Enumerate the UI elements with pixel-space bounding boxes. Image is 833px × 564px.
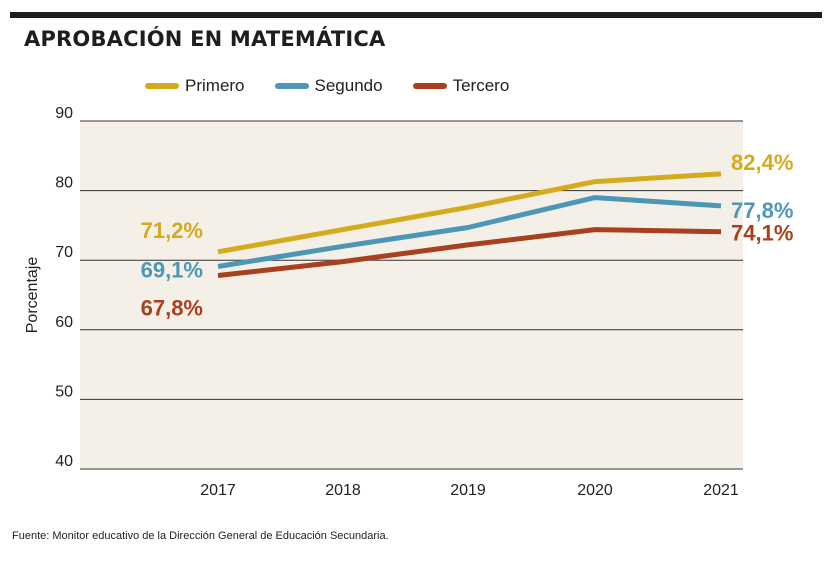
y-tick-label-40: 40 [55,453,73,470]
legend-item-segundo: Segundo [274,76,383,96]
y-axis-label: Porcentaje [24,257,41,334]
top-rule [10,12,822,18]
legend: Primero Segundo Tercero [145,76,539,96]
legend-swatch-primero [145,83,179,89]
end-label-segundo: 77,8% [731,198,793,223]
chart-title: APROBACIÓN EN MATEMÁTICA [24,27,386,51]
y-tick-label-60: 60 [55,314,73,331]
legend-label-primero: Primero [185,76,245,95]
start-label-primero: 71,2% [141,218,203,243]
y-tick-label-80: 80 [55,175,73,192]
legend-item-tercero: Tercero [412,76,510,96]
end-label-primero: 82,4% [731,150,793,175]
x-tick-label-2021: 2021 [703,482,739,499]
source-note: Fuente: Monitor educativo de la Direcció… [12,530,389,542]
x-tick-label-2019: 2019 [450,482,486,499]
legend-swatch-tercero [412,83,447,89]
legend-swatch-segundo [274,83,309,89]
y-tick-label-50: 50 [55,383,73,400]
end-label-tercero: 74,1% [731,221,793,246]
legend-label-segundo: Segundo [314,76,383,95]
y-tick-label-90: 90 [55,105,73,122]
x-tick-label-2020: 2020 [577,482,613,499]
start-label-segundo: 69,1% [141,257,203,282]
legend-item-primero: Primero [145,76,245,96]
legend-label-tercero: Tercero [452,76,510,95]
x-tick-label-2018: 2018 [325,482,361,499]
y-tick-label-70: 70 [55,244,73,261]
start-label-tercero: 67,8% [141,296,203,321]
x-tick-label-2017: 2017 [200,482,236,499]
